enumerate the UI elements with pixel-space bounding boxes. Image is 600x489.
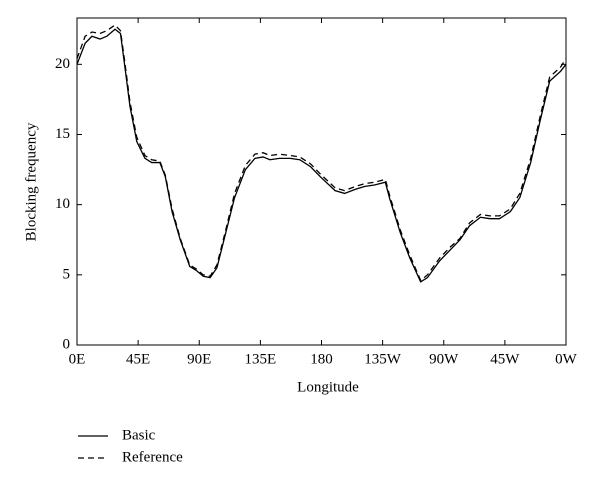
x-tick-label: 45W: [490, 351, 520, 367]
y-tick-label: 15: [55, 126, 70, 142]
x-tick-label: 90W: [429, 351, 459, 367]
x-tick-label: 90E: [187, 351, 211, 367]
legend-label: Basic: [122, 427, 156, 443]
x-tick-label: 0W: [555, 351, 578, 367]
y-tick-label: 0: [63, 336, 71, 352]
x-tick-label: 0E: [69, 351, 86, 367]
y-axis-label: Blocking frequency: [23, 122, 39, 241]
y-tick-label: 20: [55, 56, 70, 72]
x-tick-label: 180: [310, 351, 333, 367]
series-line: [76, 28, 567, 283]
legend-label: Reference: [122, 449, 183, 465]
plot-frame: [76, 17, 567, 346]
x-tick-label: 135W: [364, 351, 402, 367]
x-axis-label: Longitude: [297, 379, 359, 395]
series-line: [76, 24, 567, 282]
y-tick-label: 10: [55, 196, 70, 212]
x-tick-label: 45E: [126, 351, 150, 367]
x-tick-label: 135E: [245, 351, 277, 367]
y-tick-label: 5: [63, 266, 71, 282]
